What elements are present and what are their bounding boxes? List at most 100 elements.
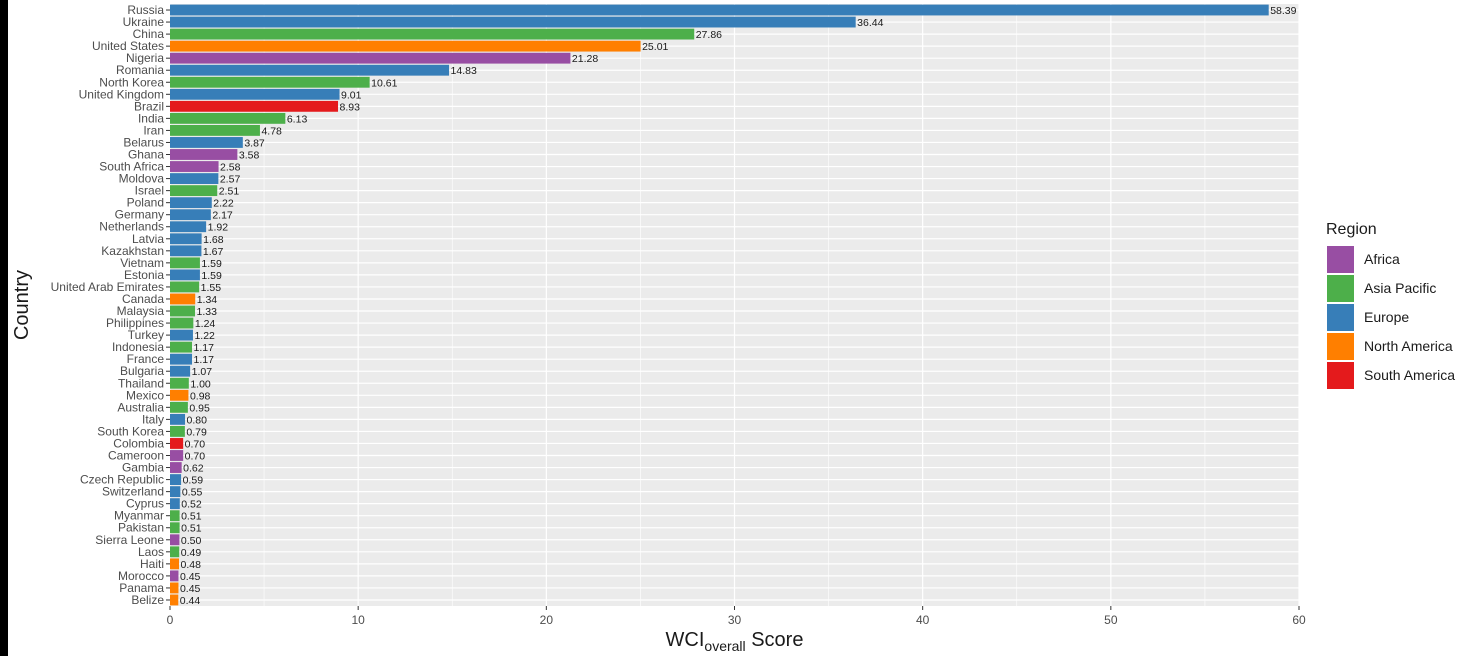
y-tick-label: Moldova [119, 172, 165, 186]
y-tick-label: South Korea [97, 424, 164, 438]
y-tick-label: France [127, 352, 165, 366]
y-tick-label: Morocco [118, 569, 164, 583]
y-tick-label: Malaysia [117, 304, 165, 318]
legend-swatch [1327, 275, 1354, 302]
y-tick-label: Netherlands [99, 220, 164, 234]
x-tick-label: 0 [167, 613, 174, 627]
x-axis-title: WCIoverall Score [666, 629, 804, 654]
value-label: 8.93 [340, 101, 361, 113]
value-label: 1.22 [194, 330, 215, 342]
value-label: 6.13 [287, 113, 308, 125]
value-label: 1.68 [203, 234, 224, 246]
bar [170, 4, 1269, 16]
bar [170, 197, 212, 209]
bar [170, 269, 200, 281]
value-label: 0.59 [183, 475, 204, 487]
y-tick-label: Switzerland [102, 485, 164, 499]
bar [170, 570, 179, 582]
value-label: 10.61 [371, 77, 397, 89]
bar [170, 305, 196, 317]
bar [170, 28, 695, 40]
value-label: 2.57 [220, 174, 241, 186]
bar [170, 100, 339, 112]
bar [170, 185, 218, 197]
bar [170, 594, 179, 606]
legend-label: Asia Pacific [1364, 280, 1436, 296]
y-tick-label: Philippines [106, 316, 164, 330]
y-tick-label: Vietnam [120, 256, 164, 270]
y-tick-label: Czech Republic [80, 473, 164, 487]
value-label: 0.98 [190, 390, 211, 402]
x-tick-label: 20 [540, 613, 554, 627]
legend-label: Africa [1364, 251, 1400, 267]
bar [170, 546, 180, 558]
y-tick-label: Sierra Leone [95, 533, 164, 547]
y-tick-label: United Kingdom [79, 87, 164, 101]
y-tick-label: Colombia [113, 436, 164, 450]
legend-swatch [1327, 333, 1354, 360]
bar [170, 329, 193, 341]
bar [170, 221, 207, 233]
bar [170, 401, 188, 413]
value-label: 58.39 [1270, 5, 1296, 17]
value-label: 1.67 [203, 246, 224, 258]
y-tick-label: Belize [131, 593, 164, 607]
y-tick-label: Gambia [122, 461, 164, 475]
value-label: 0.45 [180, 571, 201, 583]
y-tick-label: South Africa [99, 160, 164, 174]
bar [170, 16, 856, 28]
x-tick-label: 40 [916, 613, 930, 627]
value-label: 3.87 [244, 137, 265, 149]
value-label: 21.28 [572, 53, 598, 65]
bar [170, 389, 189, 401]
bar [170, 149, 238, 160]
value-label: 14.83 [451, 65, 477, 77]
legend-label: Europe [1364, 309, 1409, 325]
x-axis-title-suffix: Score [746, 629, 804, 651]
value-label: 0.48 [181, 559, 202, 571]
legend-title: Region [1326, 221, 1377, 238]
bar [170, 281, 200, 293]
bar [170, 377, 189, 389]
bar [170, 558, 180, 570]
y-tick-label: Israel [135, 184, 164, 198]
value-label: 0.50 [181, 535, 202, 547]
y-tick-label: Nigeria [126, 51, 164, 65]
y-tick-label: Panama [119, 581, 164, 595]
bar [170, 341, 193, 353]
y-tick-label: Brazil [134, 99, 164, 113]
y-tick-label: Estonia [124, 268, 164, 282]
bar [170, 88, 340, 100]
bar [170, 245, 202, 257]
value-label: 27.86 [696, 29, 722, 41]
bar [170, 317, 194, 329]
x-tick-label: 50 [1104, 613, 1118, 627]
y-tick-label: United Arab Emirates [51, 280, 164, 294]
y-axis-title: Country [11, 270, 33, 340]
value-label: 0.51 [181, 523, 202, 535]
y-tick-label: Indonesia [112, 340, 164, 354]
value-label: 3.58 [239, 150, 260, 162]
value-label: 1.92 [208, 222, 229, 234]
bar [170, 125, 260, 136]
legend-swatch [1327, 304, 1354, 331]
bar [170, 498, 180, 510]
bar [170, 353, 193, 365]
x-ticks: 0 10 20 30 40 50 60 [167, 606, 1306, 627]
y-tick-label: Kazakhstan [101, 244, 164, 258]
value-label: 9.01 [341, 89, 362, 101]
y-tick-label: Canada [122, 292, 164, 306]
value-label: 1.34 [197, 294, 218, 306]
bar [170, 582, 179, 594]
x-tick-label: 60 [1292, 613, 1306, 627]
y-tick-label: India [138, 111, 164, 125]
value-label: 2.58 [220, 162, 241, 174]
bar [170, 293, 196, 305]
bar [170, 534, 180, 546]
x-axis-title-main: WCI [666, 629, 705, 651]
value-label: 4.78 [261, 125, 282, 137]
value-label: 1.33 [197, 306, 218, 318]
bar [170, 40, 641, 52]
value-label: 2.22 [213, 198, 234, 210]
